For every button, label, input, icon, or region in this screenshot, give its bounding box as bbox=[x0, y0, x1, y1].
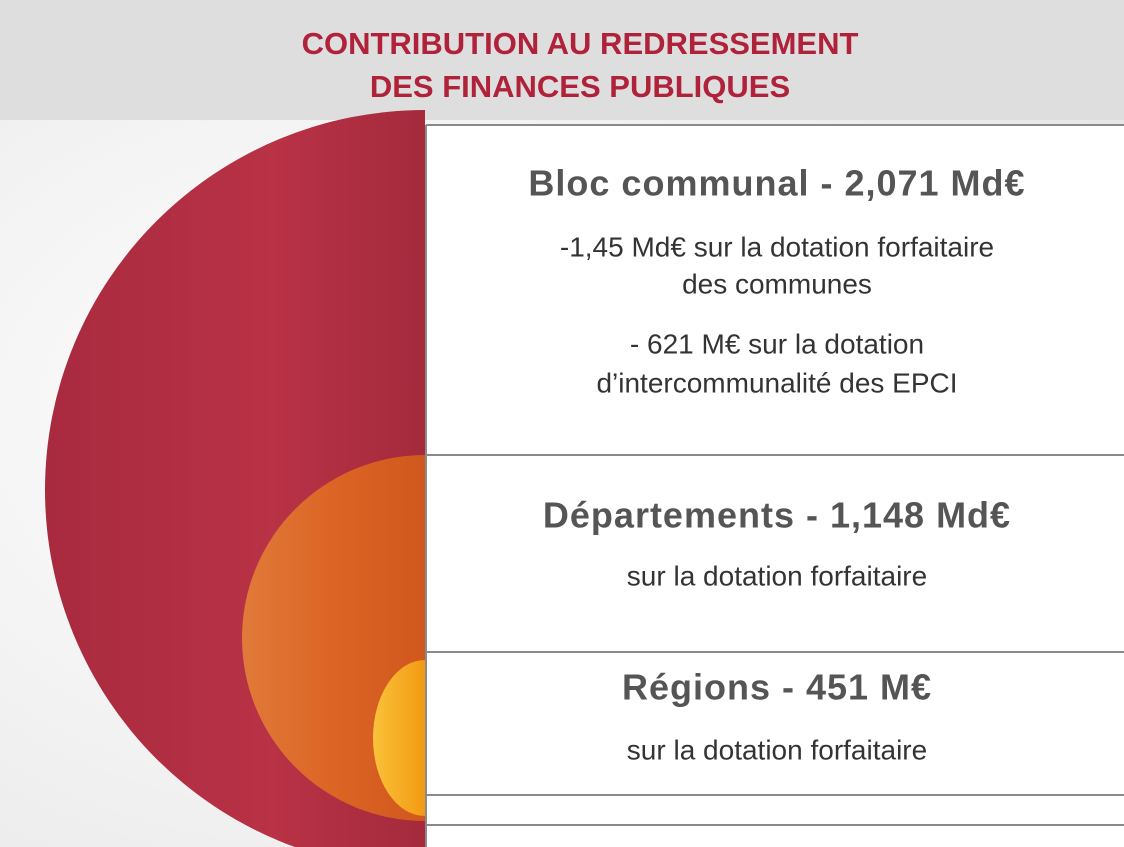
section-line: - 621 M€ sur la dotation bbox=[630, 328, 924, 359]
section-line: sur la dotation forfaitaire bbox=[627, 734, 927, 765]
header-band bbox=[0, 0, 1124, 120]
panel bbox=[425, 125, 1124, 847]
title-line: DES FINANCES PUBLIQUES bbox=[370, 69, 790, 104]
section-heading: Régions - 451 M€ bbox=[622, 667, 932, 708]
section-heading: Départements - 1,148 Md€ bbox=[543, 495, 1011, 536]
section-line: des communes bbox=[682, 268, 872, 299]
panel-lines bbox=[425, 124, 1124, 847]
half-circle-yellow bbox=[373, 660, 425, 816]
section-heading: Bloc communal - 2,071 Md€ bbox=[528, 163, 1025, 204]
section-line: d’intercommunalité des EPCI bbox=[596, 367, 957, 398]
section-line: sur la dotation forfaitaire bbox=[627, 560, 927, 591]
title-line: CONTRIBUTION AU REDRESSEMENT bbox=[302, 26, 859, 61]
section-line: -1,45 Md€ sur la dotation forfaitaire bbox=[560, 231, 994, 262]
